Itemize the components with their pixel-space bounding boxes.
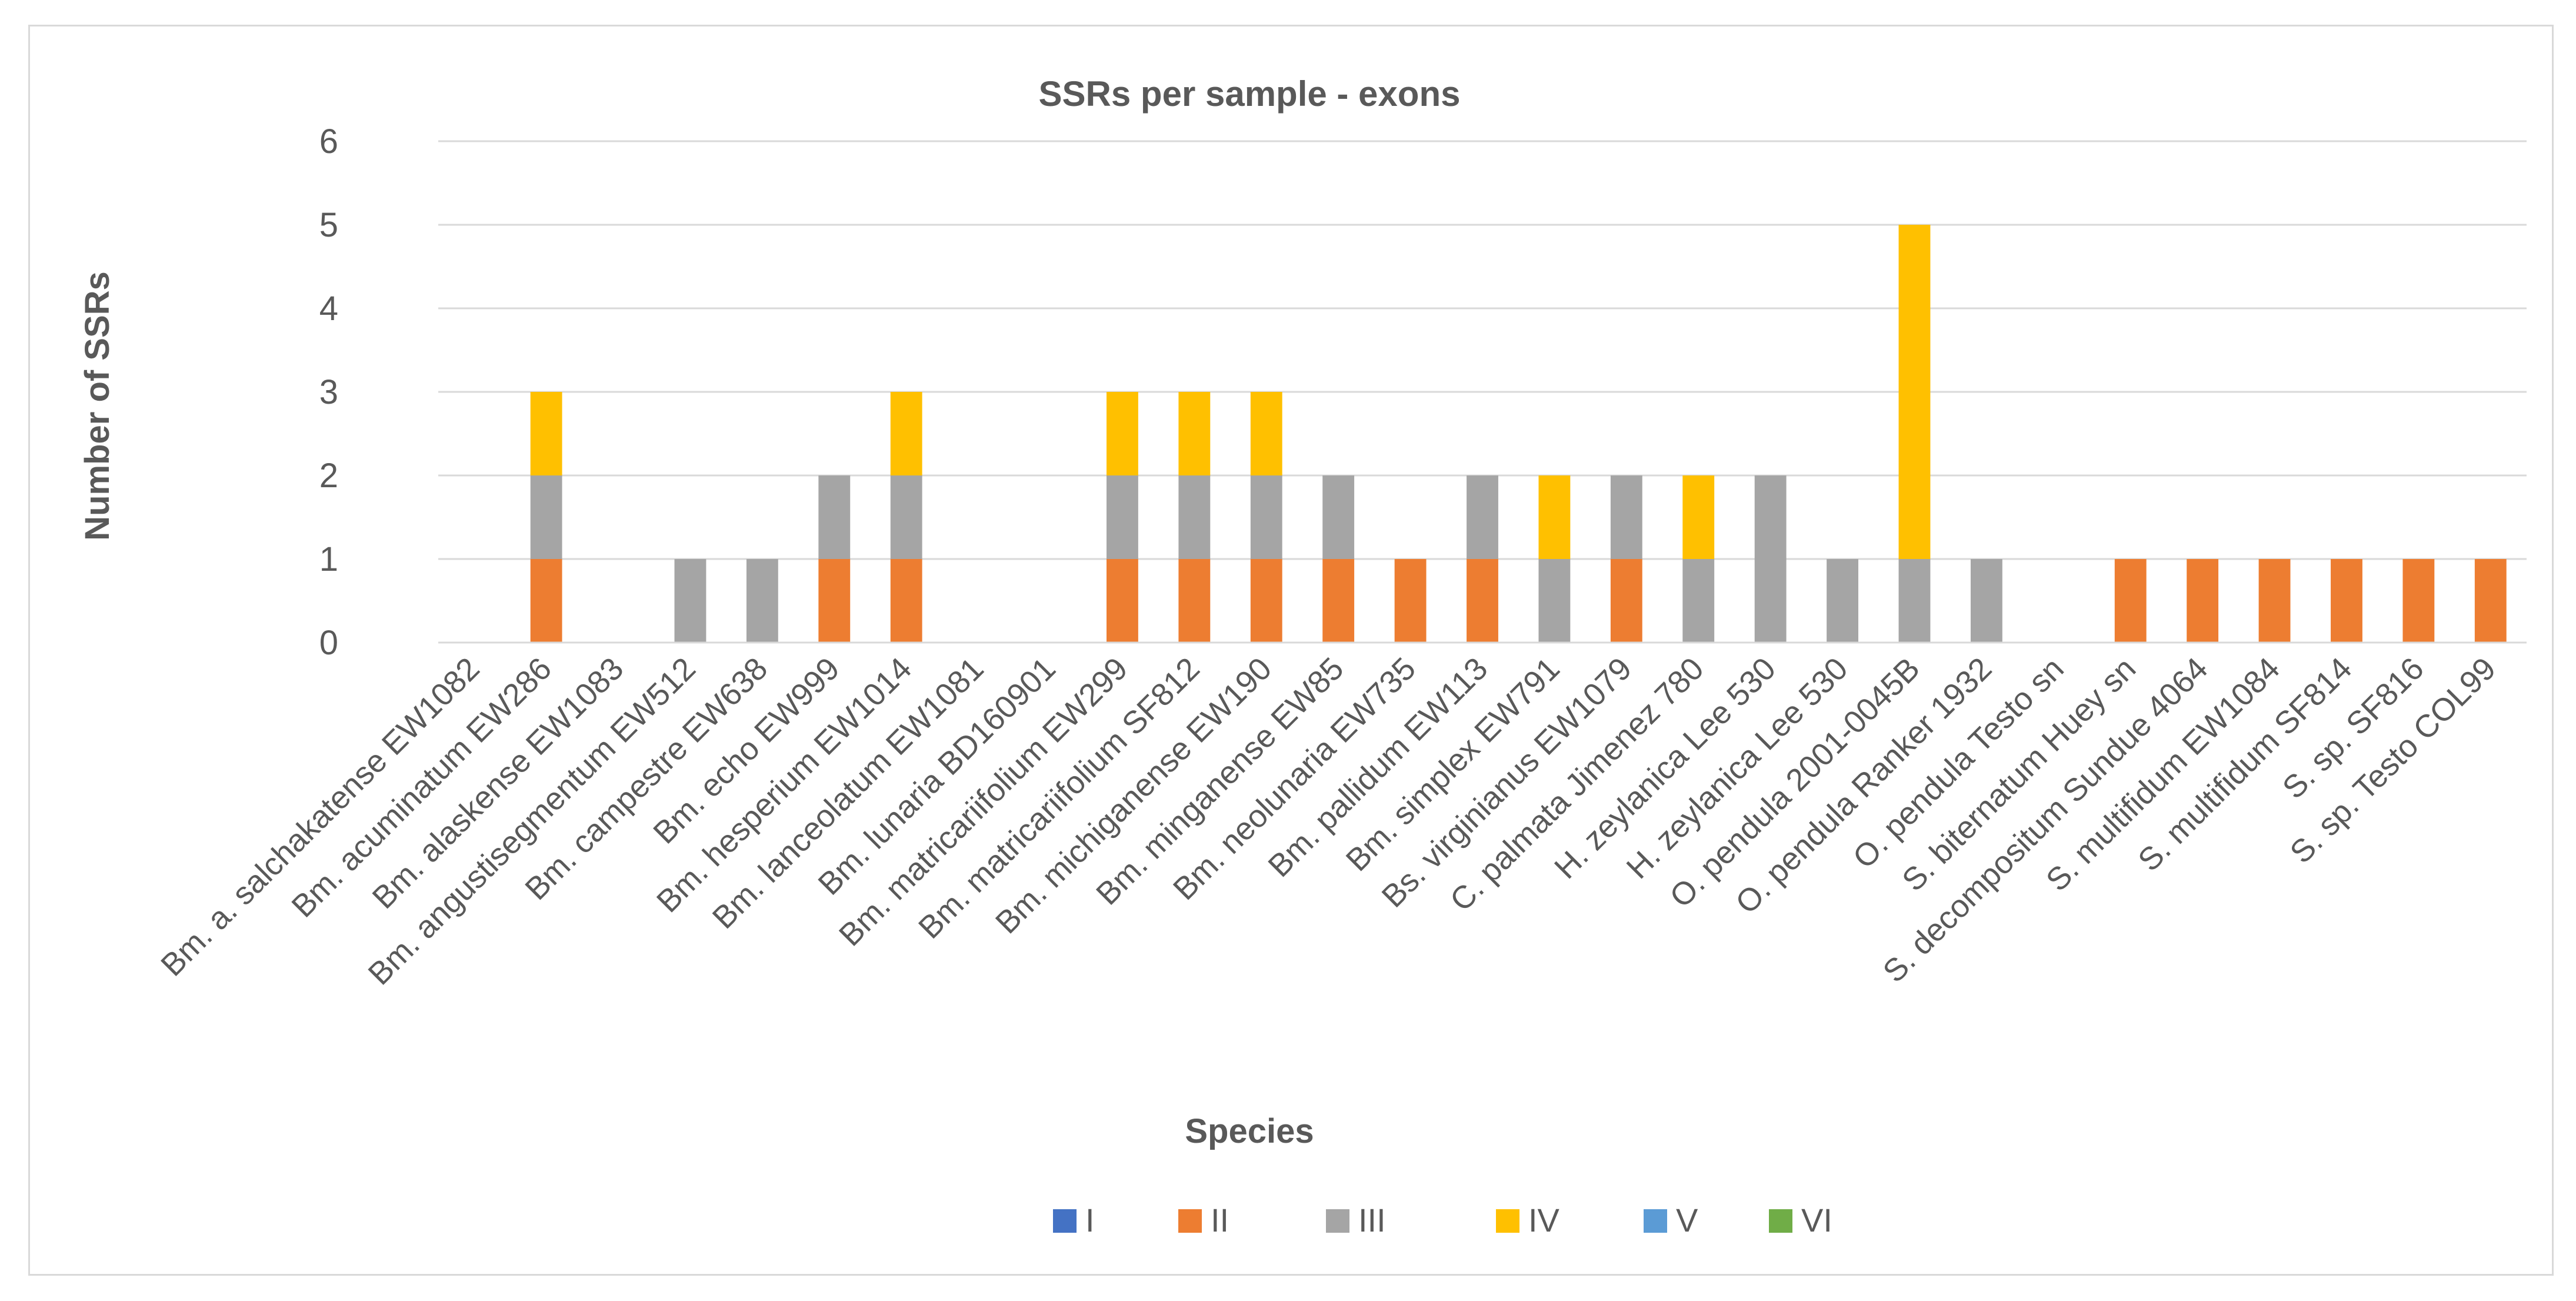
bar-segment-IV xyxy=(1250,392,1282,475)
bar-segment-III xyxy=(1970,559,2002,643)
chart-frame xyxy=(28,25,2554,1276)
bar-segment-III xyxy=(746,559,778,643)
bar-segment-III xyxy=(890,475,922,559)
bar-segment-III xyxy=(1827,559,1858,643)
y-tick-label: 4 xyxy=(319,290,338,328)
chart-title: SSRs per sample - exons xyxy=(1039,74,1461,114)
legend-swatch-IV xyxy=(1496,1209,1519,1233)
bar-segment-III xyxy=(1682,559,1715,643)
legend-swatch-V xyxy=(1644,1209,1667,1233)
gridlines xyxy=(438,140,2527,560)
legend-swatch-III xyxy=(1326,1209,1349,1233)
bar-segment-II xyxy=(1178,559,1211,643)
bar-segment-III xyxy=(1467,475,1498,559)
bar-segment-II xyxy=(1467,559,1498,643)
y-tick-label: 5 xyxy=(319,206,338,244)
bar-segment-IV xyxy=(1538,475,1571,559)
bar-segment-II xyxy=(2258,559,2291,643)
y-axis-tick-labels: 0 1 2 3 4 5 6 xyxy=(319,122,338,662)
bar-segment-III xyxy=(674,559,707,643)
bar-segment-IV xyxy=(890,392,922,475)
bar-segment-II xyxy=(2187,559,2219,643)
y-axis-title: Number of SSRs xyxy=(78,271,116,541)
legend-swatch-I xyxy=(1053,1209,1077,1233)
legend-swatch-VI xyxy=(1769,1209,1792,1233)
bar-segment-III xyxy=(1322,475,1355,559)
bar-segment-III xyxy=(1610,475,1642,559)
bars xyxy=(530,225,2507,643)
bar-segment-II xyxy=(530,559,562,643)
bar-segment-IV xyxy=(530,392,562,475)
bar-segment-II xyxy=(1250,559,1282,643)
bar-segment-II xyxy=(2331,559,2362,643)
legend-label: I xyxy=(1085,1202,1095,1239)
y-tick-label: 6 xyxy=(319,122,338,161)
bar-segment-IV xyxy=(1107,392,1138,475)
bar-segment-II xyxy=(818,559,851,643)
bar-segment-II xyxy=(1610,559,1642,643)
bar-segment-III xyxy=(1754,475,1787,643)
bar-segment-IV xyxy=(1178,392,1211,475)
y-tick-label: 0 xyxy=(319,624,338,662)
legend-swatch-II xyxy=(1178,1209,1202,1233)
y-tick-label: 3 xyxy=(319,373,338,411)
bar-segment-II xyxy=(2402,559,2435,643)
bar-segment-III xyxy=(818,475,851,559)
bar-segment-II xyxy=(890,559,922,643)
bar-segment-III xyxy=(530,475,562,559)
legend-label: V xyxy=(1676,1202,1698,1239)
bar-segment-III xyxy=(1178,475,1211,559)
bar-segment-II xyxy=(1394,559,1427,643)
legend: I II III IV V VI xyxy=(1053,1202,1832,1239)
bar-segment-III xyxy=(1250,475,1282,559)
bar-segment-III xyxy=(1107,475,1138,559)
bar-segment-III xyxy=(1898,559,1931,643)
bar-segment-II xyxy=(2474,559,2507,643)
bar-segment-III xyxy=(1538,559,1571,643)
x-axis-title: Species xyxy=(1185,1112,1314,1150)
bar-segment-II xyxy=(1107,559,1138,643)
legend-label: VI xyxy=(1801,1202,1832,1239)
legend-label: III xyxy=(1358,1202,1386,1239)
bar-segment-II xyxy=(1322,559,1355,643)
legend-label: IV xyxy=(1528,1202,1560,1239)
bar-segment-IV xyxy=(1682,475,1715,559)
legend-label: II xyxy=(1211,1202,1229,1239)
bar-segment-IV xyxy=(1898,225,1931,559)
y-tick-label: 2 xyxy=(319,457,338,495)
bar-segment-II xyxy=(2114,559,2147,643)
y-tick-label: 1 xyxy=(319,540,338,578)
